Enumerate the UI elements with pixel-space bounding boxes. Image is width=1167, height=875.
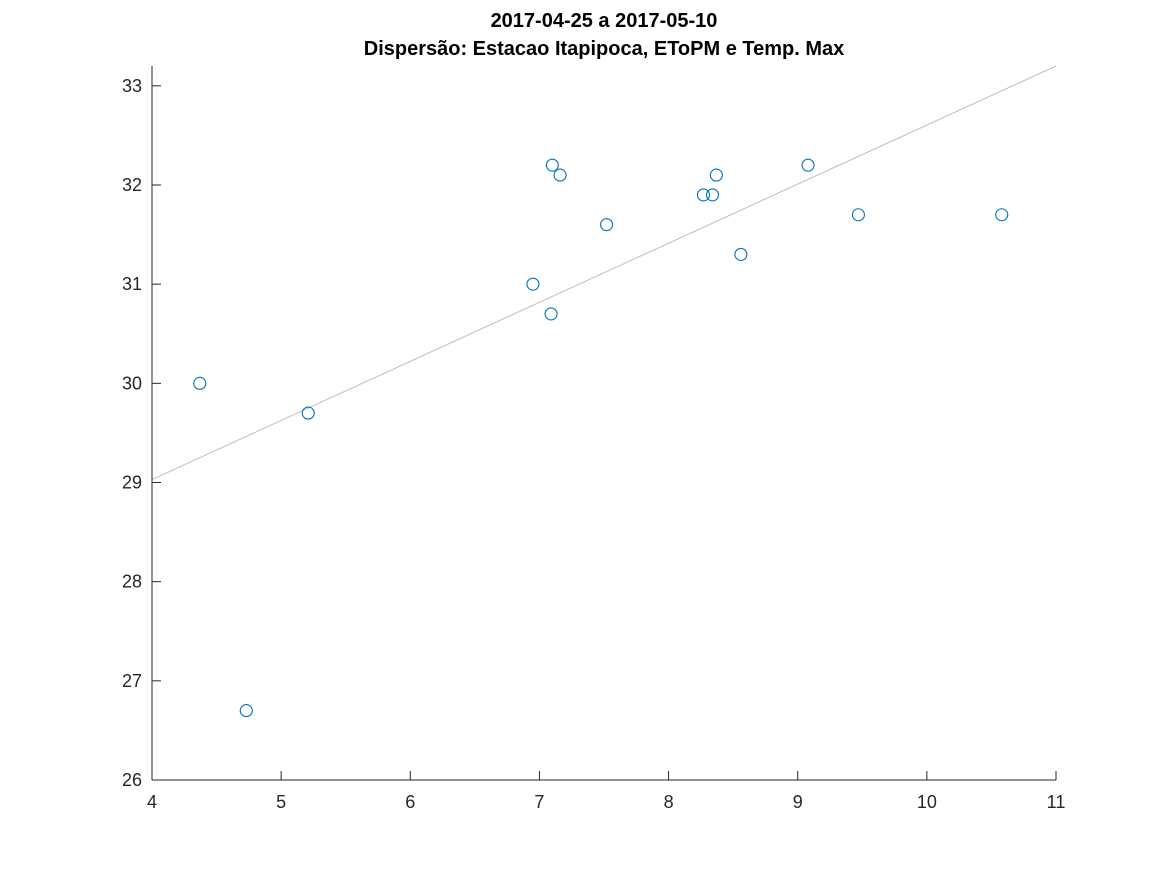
data-point xyxy=(734,247,748,261)
data-point xyxy=(239,704,253,718)
axes-layer: 4 5 6 7 8 9 10 11 26 27 28 29 30 31 32 33 xyxy=(122,66,1065,812)
x-tick-label: 6 xyxy=(405,792,415,812)
x-tick-label: 5 xyxy=(276,792,286,812)
x-tick-label: 9 xyxy=(793,792,803,812)
data-point xyxy=(995,208,1009,222)
y-tick-label: 33 xyxy=(122,76,142,96)
fit-line-layer xyxy=(151,65,1057,480)
x-tick-label: 11 xyxy=(1047,792,1066,812)
y-tick-label: 28 xyxy=(122,572,142,592)
x-tick-label: 7 xyxy=(534,792,544,812)
x-tick-label: 10 xyxy=(917,792,937,812)
data-point xyxy=(705,188,720,202)
chart-title: 2017-04-25 a 2017-05-10 xyxy=(490,10,718,32)
fit-line xyxy=(151,65,1057,480)
data-point xyxy=(851,208,865,222)
y-tick-label: 30 xyxy=(122,373,142,393)
data-point xyxy=(600,218,614,232)
y-tick-label: 32 xyxy=(122,175,142,195)
y-tick-label: 31 xyxy=(122,274,142,294)
data-point xyxy=(193,376,207,390)
data-point xyxy=(553,168,567,182)
data-point xyxy=(696,188,710,202)
data-point xyxy=(301,406,315,420)
x-tick-label: 4 xyxy=(147,792,157,812)
y-tick-label: 26 xyxy=(122,770,142,790)
data-point xyxy=(545,158,559,172)
data-point xyxy=(526,277,540,291)
points-layer xyxy=(193,158,1009,718)
data-point xyxy=(709,168,723,182)
y-tick-label: 27 xyxy=(122,671,142,691)
data-point xyxy=(544,307,558,321)
y-tick-label: 29 xyxy=(122,473,142,493)
data-point xyxy=(801,158,815,172)
x-tick-label: 8 xyxy=(664,792,674,812)
chart-subtitle: Dispersão: Estacao Itapipoca, EToPM e Te… xyxy=(363,38,845,60)
chart-title-block: 2017-04-25 a 2017-05-10 Dispersão: Estac… xyxy=(0,7,1167,63)
